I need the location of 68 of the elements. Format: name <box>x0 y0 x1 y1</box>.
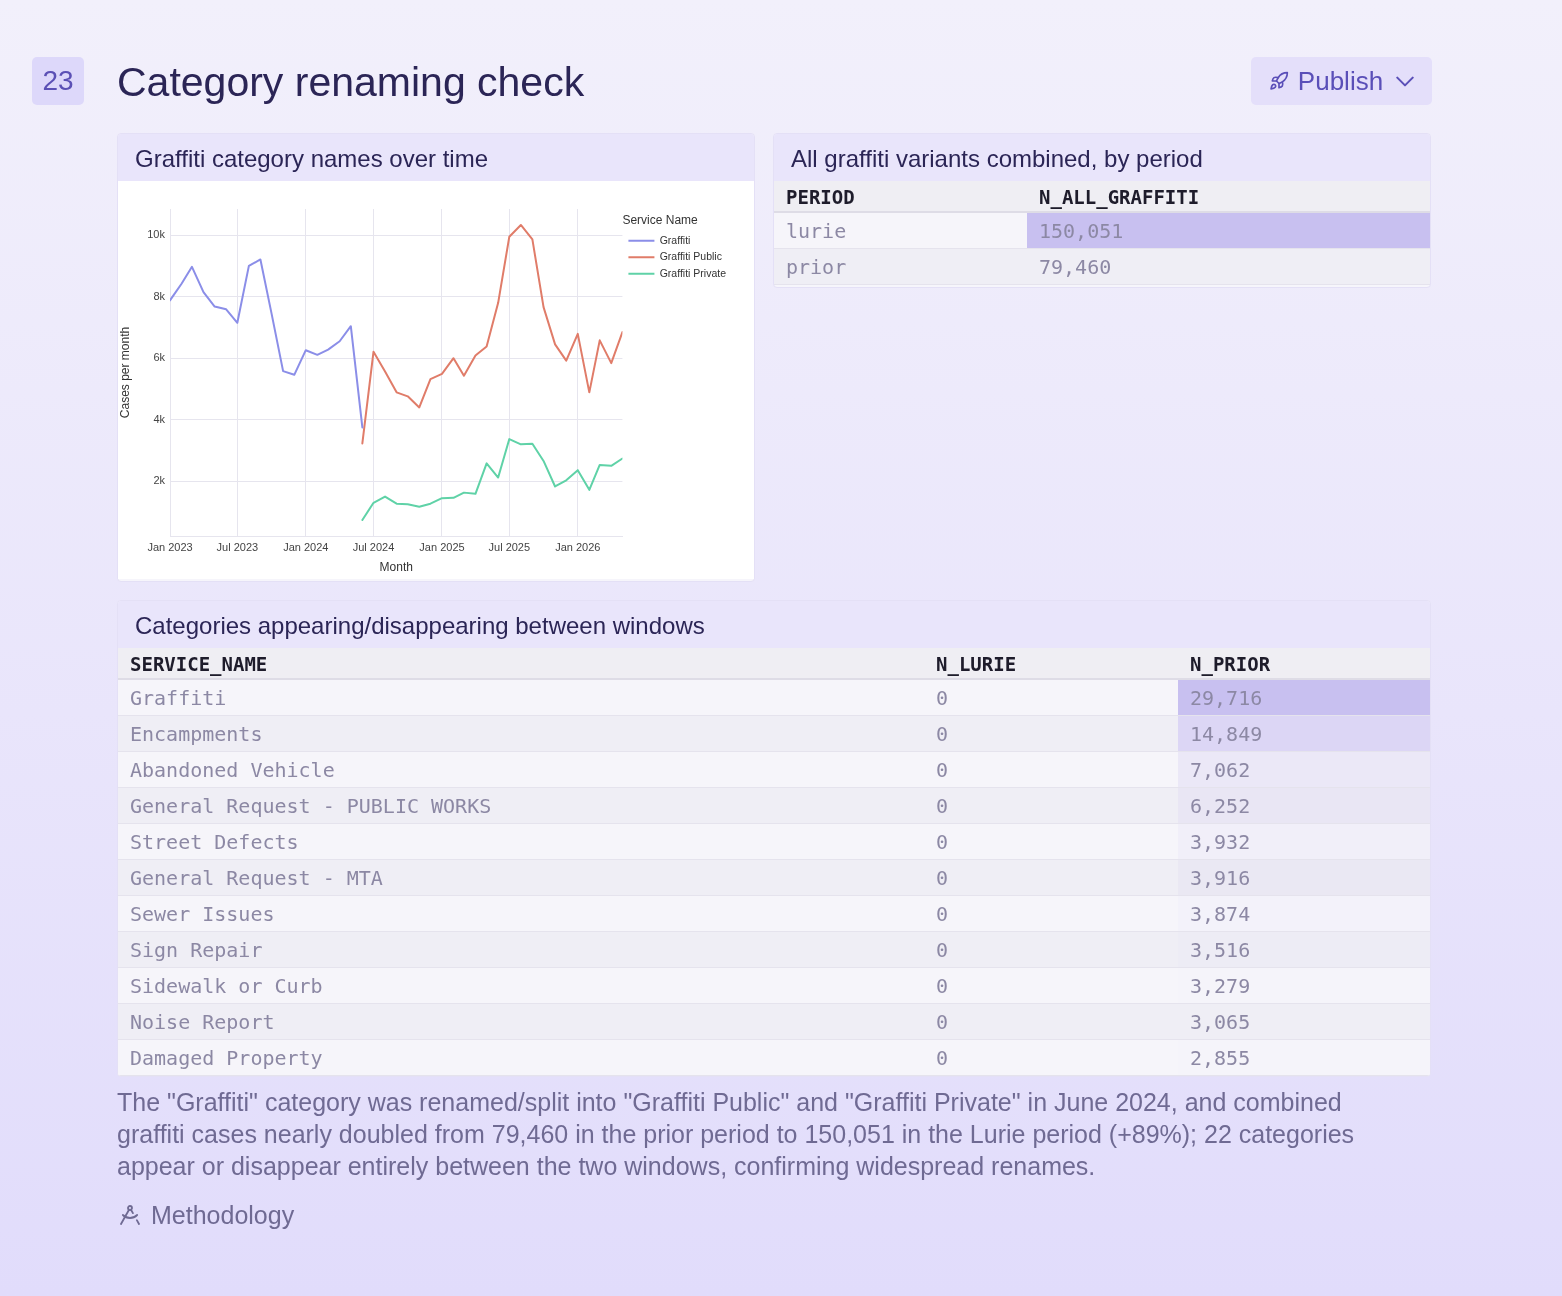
data-label: 0 <box>924 788 1178 824</box>
legend-label: Graffiti Public <box>659 250 722 263</box>
data-label: 3,932 <box>1178 824 1430 860</box>
data-label: 0 <box>924 752 1178 788</box>
text: SERVICE_NAME <box>118 648 924 680</box>
y-tick-label: 8k <box>153 289 166 302</box>
category-label: Sewer Issues <box>118 896 924 932</box>
text: Methodology <box>151 1200 295 1230</box>
category-label: General Request - PUBLIC WORKS <box>118 788 924 824</box>
data-label: 3,916 <box>1178 860 1430 896</box>
data-label: 0 <box>924 860 1178 896</box>
category-label: Street Defects <box>118 824 924 860</box>
data-label: 150,051 <box>1027 213 1430 249</box>
x-axis-title: Month <box>379 560 413 575</box>
category-label: Graffiti <box>118 680 924 716</box>
data-label: 0 <box>924 1004 1178 1040</box>
series-label: N_PRIOR <box>1178 648 1430 680</box>
text: 23 <box>32 57 84 105</box>
category-label: Sign Repair <box>118 932 924 968</box>
x-tick-label: Jan 2024 <box>283 540 329 553</box>
x-tick-label: Jul 2025 <box>488 540 531 553</box>
x-tick-label: Jan 2026 <box>555 540 601 553</box>
y-tick-label: 4k <box>153 412 166 425</box>
y-tick-label: 10k <box>147 228 166 241</box>
category-label: Abandoned Vehicle <box>118 752 924 788</box>
series-label: N_ALL_GRAFFITI <box>1027 181 1430 213</box>
data-label: 3,065 <box>1178 1004 1430 1040</box>
data-label: 3,279 <box>1178 968 1430 1004</box>
legend-label: Graffiti Private <box>659 266 727 279</box>
data-label: 3,516 <box>1178 932 1430 968</box>
data-label: 2,855 <box>1178 1040 1430 1076</box>
category-label: General Request - MTA <box>118 860 924 896</box>
data-label: 0 <box>924 1040 1178 1076</box>
data-label: 3,874 <box>1178 896 1430 932</box>
chart-title: Graffiti category names over time <box>118 134 754 181</box>
category-label: Damaged Property <box>118 1040 924 1076</box>
data-label: 29,716 <box>1178 680 1430 716</box>
text: The "Graffiti" category was renamed/split into "Graffiti Public" and "Graffiti Private" in June 2024, and combined graffiti cases nearly doubled from 79,460 in the prior period to 150,051 in the Lurie period (+89%); 22 categories appear or disappear entirely between the two windows, confirming widespread renames. <box>117 1087 1356 1182</box>
data-label: 0 <box>924 932 1178 968</box>
y-tick-label: 2k <box>153 474 166 487</box>
y-axis-title: Cases per month <box>117 326 132 419</box>
data-label: 6,252 <box>1178 788 1430 824</box>
text: Category renaming check <box>117 58 585 107</box>
data-label: 0 <box>924 968 1178 1004</box>
x-tick-label: Jan 2025 <box>419 540 465 553</box>
category-label: lurie <box>774 213 1027 249</box>
y-tick-label: 6k <box>153 351 166 364</box>
legend-label: Graffiti <box>659 233 691 246</box>
text: Publish <box>1297 65 1384 97</box>
data-label: 0 <box>924 680 1178 716</box>
series-label: N_LURIE <box>924 648 1178 680</box>
x-tick-label: Jan 2023 <box>147 540 193 553</box>
category-label: Noise Report <box>118 1004 924 1040</box>
category-label: Sidewalk or Curb <box>118 968 924 1004</box>
data-label: 7,062 <box>1178 752 1430 788</box>
category-label: Encampments <box>118 716 924 752</box>
x-tick-label: Jul 2024 <box>352 540 395 553</box>
data-label: 0 <box>924 824 1178 860</box>
legend-title: Service Name <box>622 213 699 228</box>
data-label: 14,849 <box>1178 716 1430 752</box>
x-tick-label: Jul 2023 <box>216 540 259 553</box>
text: Categories appearing/disappearing between windows <box>118 601 1430 648</box>
data-label: 0 <box>924 896 1178 932</box>
data-label: 79,460 <box>1027 249 1430 285</box>
data-label: 0 <box>924 716 1178 752</box>
text: PERIOD <box>774 181 1027 213</box>
text: All graffiti variants combined, by period <box>774 134 1430 181</box>
category-label: prior <box>774 249 1027 285</box>
